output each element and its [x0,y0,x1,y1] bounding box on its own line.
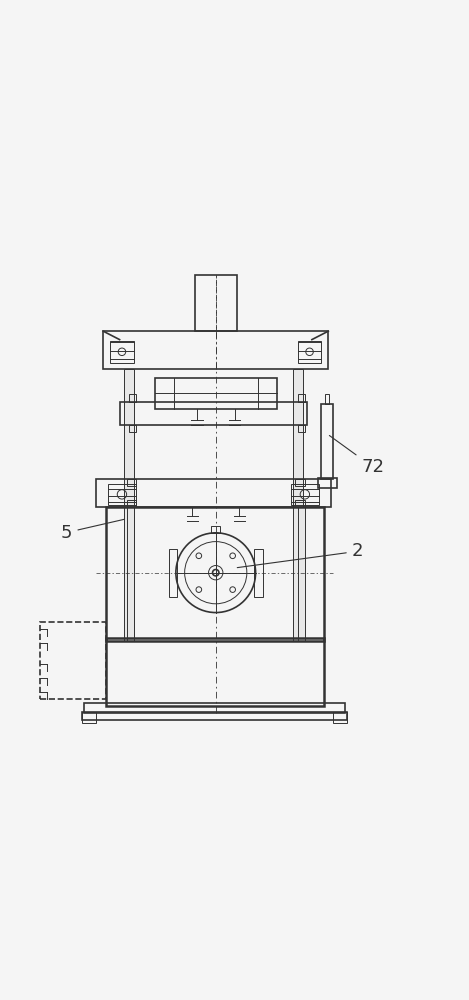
Bar [129,394,136,402]
Bar [108,484,136,505]
Bar [106,507,324,641]
Bar [298,507,305,641]
Bar [293,369,303,641]
Bar [82,712,347,720]
Bar [325,394,329,404]
Text: 2: 2 [237,542,363,568]
Bar [195,275,237,331]
Bar [40,622,106,699]
Bar [103,331,328,369]
Bar [291,484,319,505]
Text: 72: 72 [329,435,384,476]
Bar [84,703,345,713]
Bar [129,425,136,432]
Bar [321,404,333,479]
Bar [127,500,136,507]
Bar [295,500,305,507]
Bar [106,638,324,706]
Bar [169,549,177,597]
Bar [254,549,263,597]
Bar [295,479,305,486]
Bar [124,369,134,641]
Bar [82,712,96,723]
Text: 5: 5 [61,519,124,542]
Bar [298,341,321,363]
Bar [120,402,307,425]
Bar [96,479,331,507]
Bar [155,378,277,409]
Bar [110,341,134,363]
Bar [298,394,305,402]
Bar [318,478,337,488]
Bar [333,712,347,723]
Bar [298,425,305,432]
Bar [211,526,220,533]
Bar [127,507,134,641]
Bar [127,479,136,486]
